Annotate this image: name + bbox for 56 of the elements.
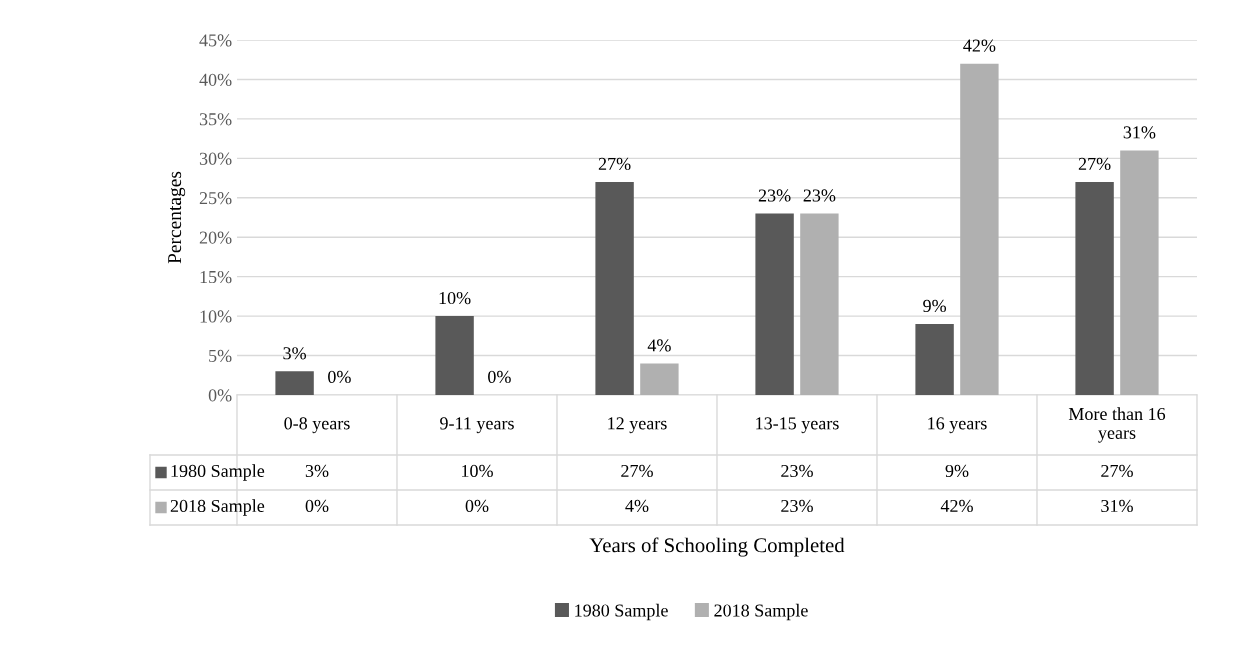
text: 9% bbox=[923, 299, 947, 313]
data-label: 31% bbox=[1101, 499, 1133, 513]
x-tick-label: 9-11 years bbox=[440, 417, 514, 434]
y-tick-label: 25% bbox=[199, 192, 232, 205]
text: 23% bbox=[758, 189, 791, 202]
bar bbox=[960, 63, 999, 395]
y-tick-label: 0% bbox=[208, 389, 232, 402]
y-tick-label: 15% bbox=[200, 270, 232, 284]
x-tick-label: 13-15 years bbox=[756, 417, 839, 434]
data-label: 0% bbox=[305, 499, 329, 513]
data-label: 27% bbox=[1101, 464, 1133, 478]
data-label: 23% bbox=[781, 464, 813, 478]
bar bbox=[1120, 150, 1159, 395]
text: 1980 Sample bbox=[575, 603, 668, 621]
y-tick-label: 30% bbox=[199, 152, 232, 165]
x-tick-label: 12 years bbox=[608, 417, 667, 434]
data-label: 3% bbox=[305, 464, 329, 478]
text: 3% bbox=[283, 347, 307, 360]
y-tick-label: 40% bbox=[199, 73, 232, 86]
y-tick-label: 35% bbox=[199, 113, 232, 126]
text: 42% bbox=[963, 39, 996, 52]
text: 0% bbox=[328, 370, 351, 384]
data-label: 0% bbox=[465, 499, 489, 513]
x-tick-label: 16 years bbox=[928, 417, 987, 434]
bar bbox=[1075, 182, 1114, 395]
x-axis-title: Years of Schooling Completed bbox=[589, 537, 845, 557]
legend-label: 2018 Sample bbox=[714, 603, 808, 621]
y-tick-label: 45% bbox=[199, 34, 232, 47]
legend-label: 1980 Sample bbox=[171, 464, 265, 481]
bar bbox=[800, 213, 839, 395]
x-tick-label: More than 16 years bbox=[1068, 407, 1166, 443]
bar bbox=[435, 316, 474, 395]
bar bbox=[595, 182, 634, 395]
y-tick-label: 5% bbox=[209, 349, 232, 363]
data-label: 23% bbox=[781, 499, 813, 513]
text: 10% bbox=[439, 291, 471, 305]
x-tick-label: 0-8 years bbox=[284, 417, 350, 434]
text: 23% bbox=[803, 189, 836, 202]
data-label: 9% bbox=[945, 464, 969, 478]
text: 0% bbox=[488, 370, 511, 384]
data-label: 27% bbox=[621, 464, 653, 478]
text: 4% bbox=[647, 339, 671, 352]
data-label: 10% bbox=[462, 464, 493, 478]
text: 2018 Sample bbox=[170, 499, 265, 516]
bar bbox=[755, 213, 794, 395]
bar bbox=[275, 371, 314, 395]
y-tick-label: 20% bbox=[199, 231, 232, 244]
y-axis-title: Percentages bbox=[168, 171, 186, 264]
text: 27% bbox=[598, 157, 631, 171]
text: 27% bbox=[1078, 157, 1111, 171]
bar bbox=[915, 324, 954, 395]
bar bbox=[640, 363, 679, 395]
y-tick-label: 10% bbox=[200, 310, 232, 323]
data-label: 42% bbox=[940, 499, 973, 513]
text: 31% bbox=[1123, 126, 1156, 139]
data-label: 4% bbox=[625, 499, 649, 513]
